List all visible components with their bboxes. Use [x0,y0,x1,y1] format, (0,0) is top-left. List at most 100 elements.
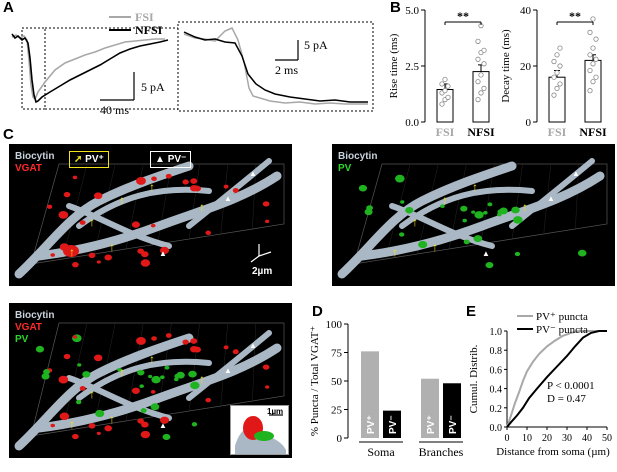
y-tick-label: 25 [331,405,343,417]
micrograph-tr: ↑ ↑ ↑ ↑ ↑ ↑ ▲ ▲ ▲ Biocytin PV [332,144,615,286]
data-point [587,29,593,36]
y-tick-label: 0.0 [405,117,419,129]
inset-scale-label: 1µm [267,407,283,416]
pv-punctum [176,371,185,379]
biocytin-dendrite [186,158,272,229]
data-point [590,45,596,51]
pv-punctum [366,205,373,211]
data-point [587,52,593,58]
volume-frame [30,163,285,265]
biocytin-dendrite [66,375,172,421]
y-tick-label: 40 [520,5,532,17]
biocytin-dendrite [357,171,605,261]
pv-punctum [41,373,50,380]
data-point [475,38,481,44]
biocytin-dendrite [389,203,495,249]
y-tick-label: 75 [331,348,343,360]
legend-fsi-label: FSI [135,10,154,24]
bar-series-label: PV⁻ [448,415,459,434]
series-line-pv-neg [506,330,607,428]
zoom-scale-time-label: 2 ms [275,63,298,77]
label-vgat: VGAT [15,163,43,174]
scale-2um-label: 2µm [252,266,273,277]
white-arrowhead-icon: ▲ [159,249,167,258]
bar-fsi [436,89,454,123]
vgat-punctum [150,223,156,228]
pv-punctum [485,261,494,269]
vgat-punctum [182,339,189,345]
pv-punctum [162,433,171,441]
bar-nfsi [584,59,602,123]
biocytin-dendrite [66,203,172,249]
axis-indicator-x [258,251,272,257]
stat-annotation: D = 0.47 [547,393,586,405]
pv-punctum [140,408,147,413]
y-tick-label: 20 [520,61,532,73]
stat-annotation: P < 0.0001 [547,380,595,392]
biocytin-dendrite [399,186,535,229]
yellow-arrow-icon: ↑ [119,365,125,379]
y-tick-label: 5.0 [405,5,419,17]
y-axis-label: Cumul. Distrib. [468,344,480,413]
bar-series-label: PV⁺ [426,415,437,434]
yellow-arrow-icon: ↑ [472,180,478,194]
pv-punctum [440,204,445,208]
vgat-punctum [63,245,79,257]
vgat-punctum [63,353,71,360]
x-tick-label: 30 [562,433,572,444]
yellow-arrow-icon: ↑ [109,412,115,426]
pv-punctum [497,212,502,217]
series-line-pv-pos [506,330,607,428]
panel-label-c: C [3,126,14,143]
vgat-punctum [265,385,270,389]
x-tick-label-fsi: FSI [436,125,455,138]
legend-nfsi-label: NFSI [135,23,163,37]
vgat-punctum [131,387,140,394]
panel-label-b: B [390,0,401,16]
vgat-punctum [232,349,239,355]
pv-punctum [405,206,414,214]
y-tick-label: 0 [526,117,532,129]
data-point [554,70,560,76]
legend-pv-pos: ➚ PV⁺ [69,151,109,168]
vgat-punctum [96,431,101,436]
vgat-punctum [141,251,149,258]
volume-frame [30,322,285,437]
pv-punctum [137,369,145,376]
vgat-punctum [63,191,71,198]
scale-label-amp: 5 pA [141,80,165,94]
pv-punctum [513,216,523,224]
vgat-punctum [159,246,170,255]
label-vgat: VGAT [15,322,43,333]
biocytin-dendrite [186,330,272,401]
x-axis-label: Distance from soma (µm) [496,446,610,458]
vgat-punctum [232,187,239,193]
data-point [587,88,593,94]
y-tick-label: 0 [337,433,343,445]
y-axis-label: Rise time (ms) [388,33,400,98]
white-arrowhead-icon: ▲ [249,341,257,350]
white-arrowhead-icon: ▲ [572,169,580,178]
vgat-punctum [46,204,53,209]
pv-punctum [474,211,484,219]
yellow-arrow-icon: ➚ [74,154,83,165]
biocytin-dendrite [337,161,517,279]
white-arrowhead-icon: ▲ [482,249,490,258]
panel-b-bar-charts: 0.0 2.5 5.0 Rise time (ms) FSI NFSI ** 0 20 40 Dec… [388,5,607,138]
data-point [439,101,445,107]
x-tick-label-nfsi: NFSI [467,125,495,138]
pv-punctum [139,384,144,388]
data-point [551,92,557,98]
vgat-punctum [151,176,157,182]
yellow-arrow-icon: ↑ [109,240,115,254]
volume-frame [353,163,608,265]
vgat-punctum [72,262,79,268]
panel-label-a: A [3,0,14,16]
data-point [439,81,445,87]
yellow-arrow-icon: ↑ [442,193,448,207]
pv-punctum [82,371,91,378]
biocytin-dendrite [76,358,212,401]
x-tick-label: 10 [522,433,532,444]
y-axis-label: % Puncta / Total VGAT⁺ [309,326,321,437]
label-biocytin: Biocytin [338,151,378,162]
